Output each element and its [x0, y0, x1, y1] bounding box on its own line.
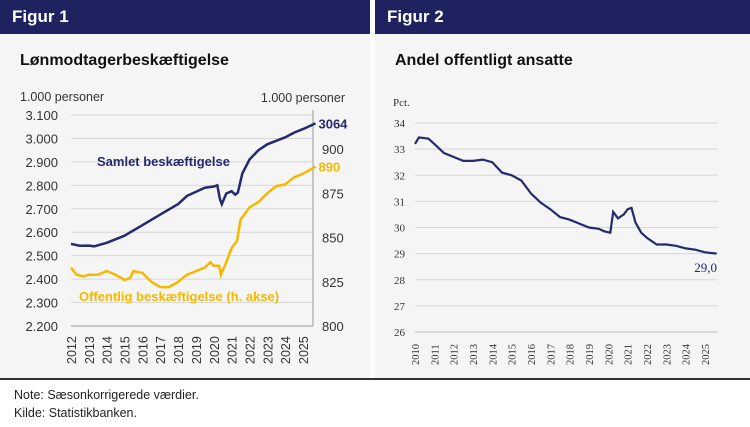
end-label: 29,0: [694, 260, 717, 275]
y-tick-left: 2.900: [25, 155, 58, 170]
y-tick-right: 875: [322, 186, 344, 201]
x-tick: 2011: [430, 344, 441, 365]
y-tick: 27: [394, 301, 406, 313]
x-tick: 2012: [65, 336, 79, 364]
y-tick: 30: [394, 223, 406, 235]
y-tick-left: 2.400: [25, 272, 58, 287]
x-tick: 2024: [682, 343, 693, 365]
figure-1-header: Figur 1: [0, 0, 370, 34]
x-tick: 2025: [297, 336, 311, 364]
series-line-samlet: [70, 122, 317, 248]
x-tick: 2020: [208, 336, 222, 364]
x-tick: 2017: [546, 344, 557, 365]
y-tick-right: 800: [322, 319, 344, 334]
x-tick: 2014: [488, 343, 499, 365]
y-tick: 26: [394, 327, 406, 339]
x-tick: 2013: [469, 344, 480, 365]
y-tick: 29: [394, 249, 406, 261]
y-tick-left: 2.300: [25, 296, 58, 311]
figure-2-title: Andel offentligt ansatte: [395, 52, 573, 69]
series-line-offentlig: [70, 165, 317, 289]
y-axis-label-right: 1.000 personer: [261, 91, 345, 105]
figure-2-panel: Figur 2 Andel offentligt ansatte: [375, 0, 750, 378]
y-tick-right: 825: [322, 275, 344, 290]
figure-2-header: Figur 2: [375, 0, 750, 34]
y-tick-left: 2.700: [25, 202, 58, 217]
x-tick: 2023: [662, 344, 673, 365]
x-tick: 2014: [101, 336, 115, 364]
series-label-offentlig: Offentlig beskæftigelse (h. akse): [79, 289, 279, 304]
note-text: Note: Sæsonkorrigerede værdier.: [14, 388, 199, 402]
figure-1-panel: Figur 1 Lønmodtagerbeskæftigelse: [0, 0, 370, 378]
y-axis-label: Pct.: [393, 97, 410, 109]
y-tick-right: 850: [322, 231, 344, 246]
x-tick: 2021: [624, 344, 635, 365]
y-axis-label-left: 1.000 personer: [20, 90, 104, 104]
y-tick-left: 2.200: [25, 319, 58, 334]
source-text: Kilde: Statistikbanken.: [14, 406, 137, 420]
y-tick-left: 2.500: [25, 249, 58, 264]
y-tick: 31: [394, 196, 405, 208]
x-tick: 2017: [154, 336, 168, 364]
end-label: 890: [318, 160, 340, 175]
x-tick: 2024: [279, 336, 293, 364]
x-tick: 2022: [643, 344, 654, 365]
x-tick: 2021: [226, 336, 240, 364]
y-tick: 34: [394, 118, 406, 130]
y-tick-right: 900: [322, 142, 344, 157]
y-tick-left: 2.800: [25, 178, 58, 193]
figure-1-title: Lønmodtagerbeskæftigelse: [20, 52, 229, 69]
x-tick: 2013: [83, 336, 97, 364]
bottom-rule: [0, 378, 750, 380]
x-tick: 2018: [172, 336, 186, 364]
x-tick: 2015: [508, 344, 519, 365]
y-tick: 32: [394, 170, 405, 182]
x-tick: 2016: [527, 344, 538, 365]
x-tick: 2012: [450, 344, 461, 365]
x-tick: 2022: [243, 336, 257, 364]
x-tick: 2023: [261, 336, 275, 364]
x-tick: 2016: [136, 336, 150, 364]
y-tick-left: 2.600: [25, 225, 58, 240]
y-tick-left: 3.000: [25, 131, 58, 146]
x-tick: 2020: [604, 344, 615, 365]
x-tick: 2015: [119, 336, 133, 364]
x-tick: 2018: [566, 344, 577, 365]
y-tick: 33: [394, 144, 406, 156]
series-label-samlet: Samlet beskæftigelse: [97, 154, 230, 169]
series-line: [414, 136, 717, 255]
x-tick: 2025: [701, 344, 712, 365]
x-tick: 2019: [190, 336, 204, 364]
end-label: 3064: [318, 116, 348, 131]
y-tick: 28: [394, 275, 406, 287]
y-tick-left: 3.100: [25, 108, 58, 123]
x-tick: 2010: [411, 344, 422, 365]
x-tick: 2019: [585, 344, 596, 365]
